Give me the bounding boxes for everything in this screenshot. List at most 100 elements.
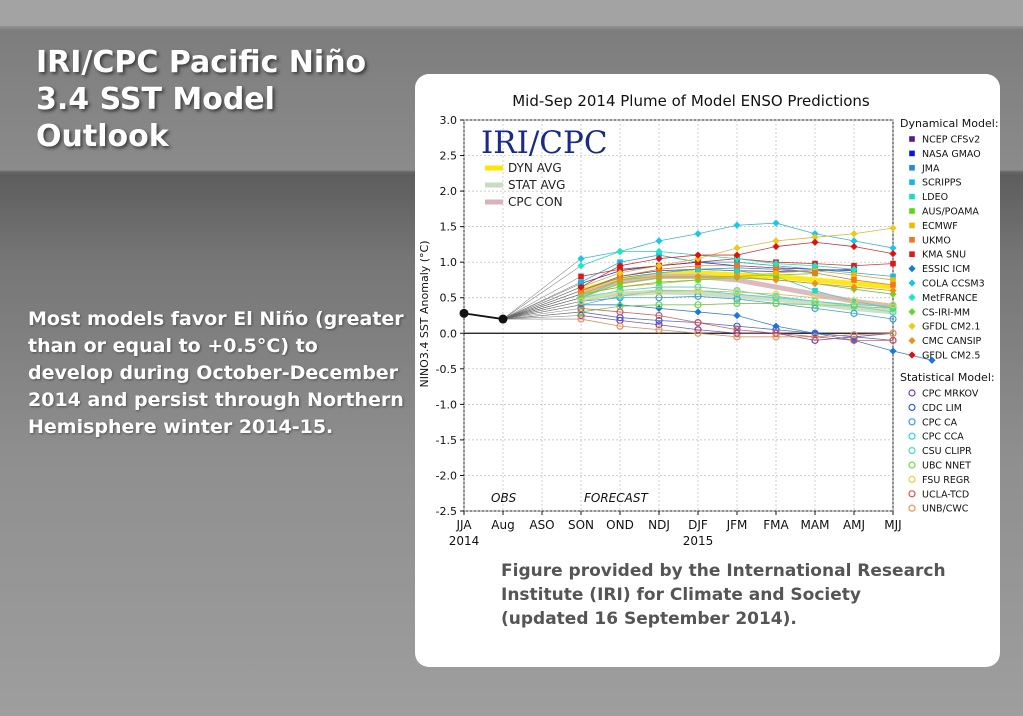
data-point	[733, 251, 741, 259]
data-point	[733, 311, 741, 320]
legend-label: SCRIPPS	[922, 178, 962, 189]
legend-entry: LDEO	[909, 192, 948, 203]
data-point	[577, 301, 585, 309]
legend-entry: CS-IRI-MM	[908, 307, 970, 318]
legend-entry: UNB/CWC	[908, 504, 969, 515]
x-tick-label: ASO	[529, 518, 554, 532]
data-point	[890, 277, 896, 283]
data-point	[733, 221, 741, 229]
legend-label: NCEP CFSv2	[922, 135, 980, 146]
y-tick-label: -0.5	[436, 363, 457, 376]
observed-point	[498, 314, 508, 324]
enso-plume-chart: Mid-Sep 2014 Plume of Model ENSO Predict…	[418, 92, 999, 548]
legend-label: MetFRANCE	[922, 293, 978, 304]
data-point	[694, 326, 702, 334]
legend-label: CSU CLIPR	[922, 446, 972, 457]
legend-label: LDEO	[922, 192, 948, 203]
legend-entry: GFDL CM2.5	[908, 351, 980, 362]
x-tick-label: NDJ	[648, 518, 670, 532]
data-point	[908, 351, 916, 359]
legend-entry: JMA	[909, 163, 940, 174]
data-point	[694, 301, 702, 309]
x-year-label: 2015	[683, 534, 714, 548]
data-point	[811, 301, 819, 309]
data-point	[850, 331, 858, 339]
data-point	[694, 251, 702, 259]
legend-label: ESSIC ICM	[922, 264, 970, 275]
x-year-label: 2014	[449, 534, 480, 548]
data-point	[694, 283, 702, 291]
legend-label: AUS/POAMA	[922, 207, 979, 218]
x-tick-label: JJA	[455, 518, 472, 532]
data-point	[889, 336, 897, 344]
y-tick-label: -1.5	[436, 434, 457, 447]
data-point	[772, 329, 780, 337]
series-line	[580, 251, 855, 270]
x-tick-label: JFM	[726, 518, 748, 532]
data-point	[811, 336, 819, 344]
data-point	[772, 333, 780, 341]
data-point	[772, 292, 780, 300]
legend-label: GFDL CM2.5	[922, 351, 980, 362]
data-point	[616, 308, 624, 316]
data-point	[811, 238, 819, 246]
y-tick-label: 1.0	[440, 256, 458, 269]
average-legend-label: DYN AVG	[508, 161, 562, 175]
y-tick-label: 1.5	[440, 221, 458, 234]
data-point	[694, 230, 702, 238]
forecast-annotation: FORECAST	[584, 491, 649, 505]
data-point	[655, 311, 663, 320]
model-series	[577, 287, 897, 309]
model-series	[577, 315, 897, 341]
x-tick-label: Aug	[491, 518, 514, 532]
data-point	[694, 319, 702, 327]
legend-entry: ESSIC ICM	[908, 264, 970, 275]
data-point	[909, 193, 915, 200]
data-point	[578, 273, 584, 280]
series-line	[580, 286, 894, 313]
data-point	[577, 304, 585, 312]
data-point	[733, 322, 741, 330]
data-point	[908, 322, 916, 330]
data-point	[908, 418, 916, 426]
data-point	[909, 165, 915, 171]
chart-grid	[463, 119, 894, 512]
legend-label: UNB/CWC	[922, 504, 969, 515]
data-point	[772, 242, 780, 251]
legend-entry: CPC MRKOV	[908, 389, 979, 400]
average-legend: DYN AVG STAT AVG CPC CON	[485, 161, 565, 209]
data-point	[695, 266, 701, 273]
data-point	[909, 208, 915, 214]
data-point	[909, 150, 915, 157]
data-point	[889, 347, 897, 355]
data-point	[909, 136, 915, 142]
data-point	[734, 267, 740, 274]
legend-entry: COLA CCSM3	[908, 279, 985, 290]
data-point	[908, 461, 916, 469]
legend-label: COLA CCSM3	[922, 279, 985, 290]
y-axis: 3.0 2.5 2.0 1.5 1.0 0.5 0.0 -0.5 -1.0 -1.5 -2.0 -2.…	[436, 114, 464, 518]
data-point	[909, 222, 915, 229]
legend-label: JMA	[921, 163, 940, 174]
legend-label: UKMO	[922, 235, 951, 246]
legend-label: CDC LIM	[922, 403, 962, 414]
legend-label: FSU REGR	[922, 475, 970, 486]
x-tick-label: OND	[606, 518, 634, 532]
legend-label: CPC CA	[922, 417, 958, 428]
legend-label: UCLA-TCD	[922, 489, 969, 500]
y-tick-label: 0.0	[440, 327, 458, 340]
data-point	[655, 326, 663, 334]
y-tick-label: 2.5	[440, 150, 458, 163]
data-point	[908, 389, 916, 397]
data-point	[733, 299, 741, 308]
data-point	[889, 329, 897, 337]
legend-dynamical-title: Dynamical Model:	[900, 117, 999, 130]
data-point	[773, 270, 779, 276]
legend-entry: CSU CLIPR	[908, 446, 972, 457]
data-point	[695, 262, 701, 269]
data-point	[889, 301, 897, 309]
data-point	[694, 287, 702, 295]
data-point	[772, 290, 780, 298]
x-tick-label: AMJ	[843, 518, 865, 532]
legend-label: UBC NNET	[922, 461, 971, 472]
